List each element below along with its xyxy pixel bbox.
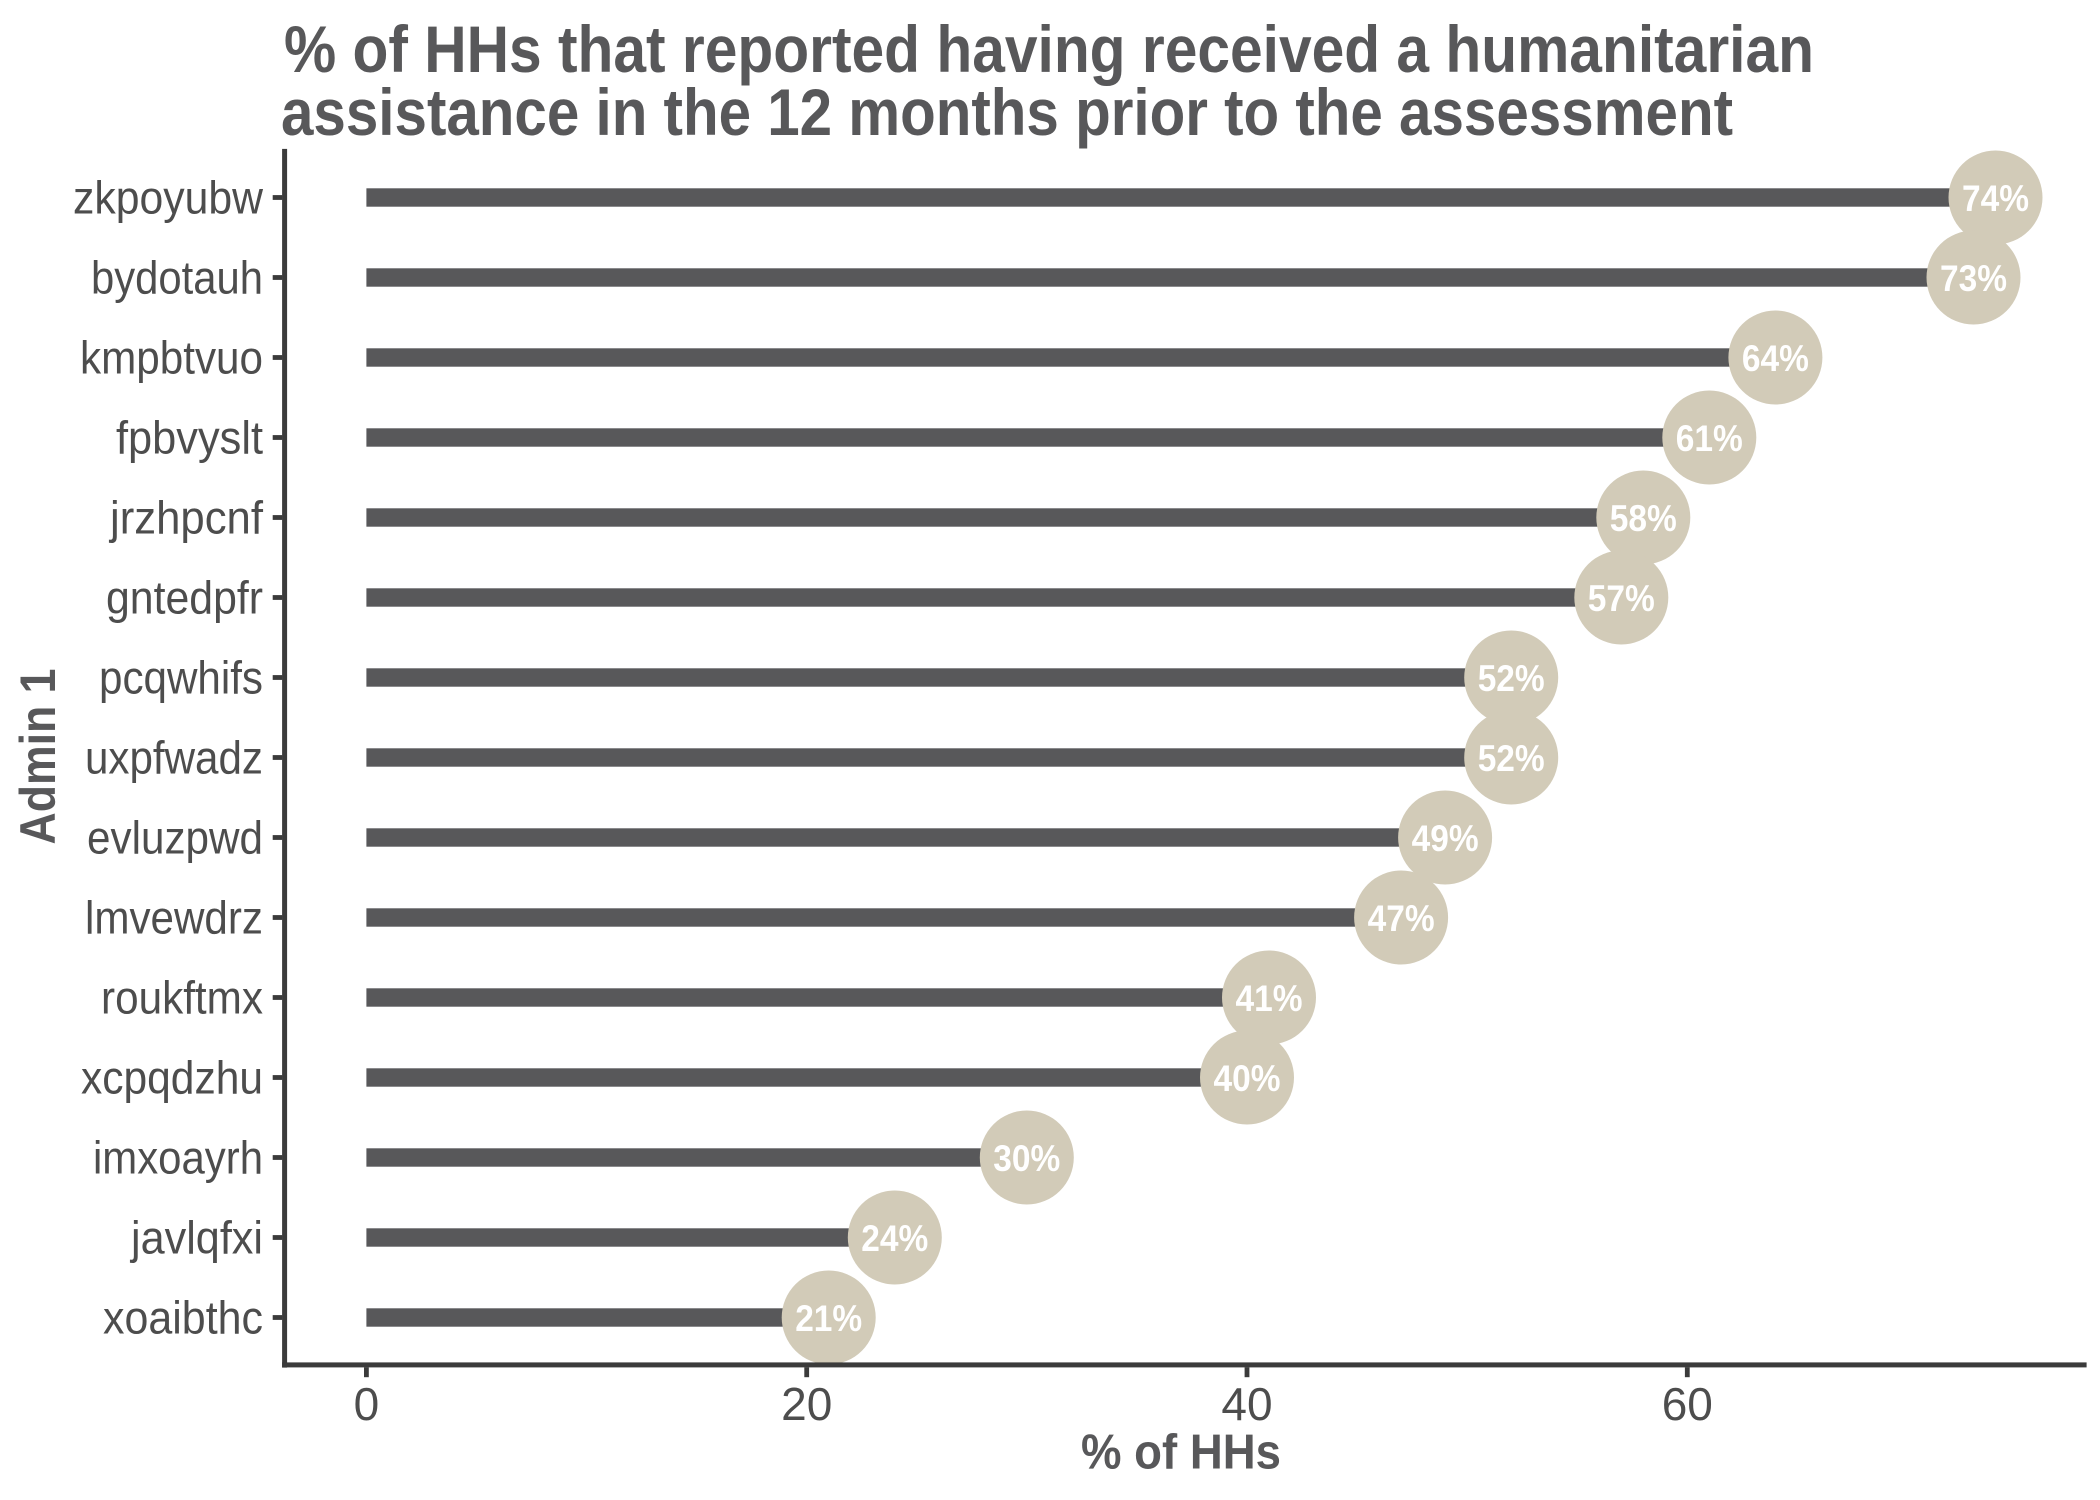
svg-text:jrzhpcnf: jrzhpcnf — [108, 492, 263, 544]
svg-text:40: 40 — [1221, 1378, 1272, 1430]
svg-text:assistance in the 12 months pr: assistance in the 12 months prior to the… — [281, 75, 1733, 149]
svg-text:evluzpwd: evluzpwd — [87, 812, 263, 864]
svg-text:imxoayrh: imxoayrh — [93, 1132, 263, 1184]
svg-text:57%: 57% — [1588, 578, 1655, 619]
svg-text:gntedpfr: gntedpfr — [106, 572, 263, 624]
svg-text:uxpfwadz: uxpfwadz — [85, 732, 263, 784]
svg-text:60: 60 — [1662, 1378, 1713, 1430]
svg-text:% of HHs: % of HHs — [1081, 1426, 1281, 1480]
svg-text:47%: 47% — [1368, 898, 1435, 939]
svg-text:20: 20 — [781, 1378, 832, 1430]
svg-text:52%: 52% — [1478, 738, 1545, 779]
svg-text:fpbvyslt: fpbvyslt — [116, 412, 263, 464]
svg-text:Admin 1: Admin 1 — [10, 669, 66, 845]
svg-text:kmpbtvuo: kmpbtvuo — [80, 332, 263, 384]
svg-text:64%: 64% — [1742, 338, 1809, 379]
svg-text:xoaibthc: xoaibthc — [103, 1292, 263, 1344]
svg-text:41%: 41% — [1236, 978, 1303, 1019]
svg-text:roukftmx: roukftmx — [101, 972, 263, 1024]
svg-text:30%: 30% — [993, 1138, 1060, 1179]
svg-text:zkpoyubw: zkpoyubw — [73, 172, 264, 224]
svg-text:pcqwhifs: pcqwhifs — [99, 652, 263, 704]
svg-text:74%: 74% — [1962, 178, 2029, 219]
svg-text:21%: 21% — [795, 1298, 862, 1339]
svg-text:bydotauh: bydotauh — [91, 252, 263, 304]
svg-text:0: 0 — [354, 1378, 380, 1430]
svg-text:40%: 40% — [1214, 1058, 1281, 1099]
svg-text:javlqfxi: javlqfxi — [129, 1212, 263, 1264]
svg-text:73%: 73% — [1940, 258, 2007, 299]
svg-text:24%: 24% — [861, 1218, 928, 1259]
svg-text:lmvewdrz: lmvewdrz — [85, 892, 263, 944]
svg-text:49%: 49% — [1412, 818, 1479, 859]
svg-text:61%: 61% — [1676, 418, 1743, 459]
svg-text:xcpqdzhu: xcpqdzhu — [81, 1052, 263, 1104]
svg-text:52%: 52% — [1478, 658, 1545, 699]
svg-text:% of HHs that reported having: % of HHs that reported having received a… — [284, 12, 1814, 86]
svg-text:58%: 58% — [1610, 498, 1677, 539]
